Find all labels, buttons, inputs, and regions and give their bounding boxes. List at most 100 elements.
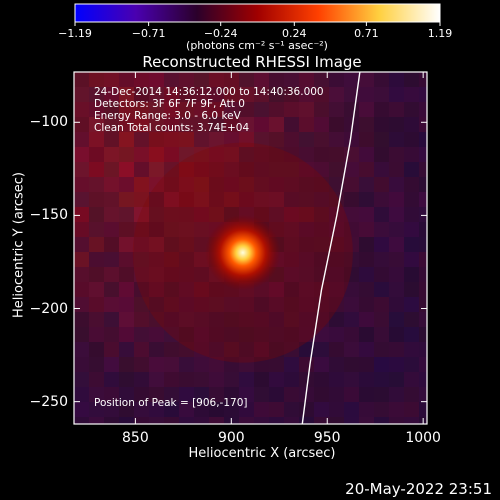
emission-cell <box>119 192 134 207</box>
emission-cell <box>254 87 269 102</box>
observation-time: 24-Dec-2014 14:36:12.000 to 14:40:36.000 <box>94 86 324 98</box>
emission-cell <box>89 327 104 342</box>
emission-cell <box>269 312 284 327</box>
emission-cell <box>419 357 427 372</box>
emission-cell <box>239 312 254 327</box>
emission-cell <box>419 342 427 357</box>
emission-cell <box>359 72 374 87</box>
emission-cell <box>419 132 427 147</box>
emission-cell <box>134 252 149 267</box>
emission-cell <box>374 417 389 424</box>
emission-cell <box>119 342 134 357</box>
emission-cell <box>329 87 344 102</box>
emission-cell <box>419 267 427 282</box>
emission-cell <box>404 87 419 102</box>
emission-cell <box>119 87 134 102</box>
emission-cell <box>104 387 119 402</box>
emission-cell <box>194 162 209 177</box>
emission-cell <box>284 327 299 342</box>
emission-cell <box>74 72 89 87</box>
emission-cell <box>209 402 224 417</box>
emission-cell <box>269 387 284 402</box>
emission-cell <box>119 177 134 192</box>
emission-cell <box>119 162 134 177</box>
emission-cell <box>74 237 89 252</box>
emission-cell <box>149 117 164 132</box>
emission-cell <box>404 387 419 402</box>
emission-cell <box>344 387 359 402</box>
emission-cell <box>284 117 299 132</box>
emission-cell <box>89 252 104 267</box>
emission-cell <box>404 312 419 327</box>
emission-cell <box>389 222 404 237</box>
emission-cell <box>209 72 224 87</box>
emission-cell <box>299 267 314 282</box>
emission-cell <box>284 387 299 402</box>
emission-cell <box>104 252 119 267</box>
emission-cell <box>314 402 329 417</box>
emission-cell <box>74 387 89 402</box>
emission-cell <box>74 87 89 102</box>
emission-cell <box>284 237 299 252</box>
emission-cell <box>359 312 374 327</box>
emission-cell <box>269 297 284 312</box>
emission-cell <box>404 237 419 252</box>
detectors-text: Detectors: 3F 6F 7F 9F, Att 0 <box>94 98 245 110</box>
emission-cell <box>314 102 329 117</box>
emission-cell <box>74 207 89 222</box>
emission-cell <box>374 267 389 282</box>
emission-cell <box>284 147 299 162</box>
emission-cell <box>284 102 299 117</box>
emission-cell <box>374 147 389 162</box>
emission-cell <box>104 207 119 222</box>
emission-cell <box>344 327 359 342</box>
emission-cell <box>284 132 299 147</box>
colorbar-units: (photons cm⁻² s⁻¹ asec⁻²) <box>186 39 328 52</box>
emission-cell <box>149 312 164 327</box>
emission-cell <box>329 252 344 267</box>
emission-cell <box>134 117 149 132</box>
emission-cell <box>119 387 134 402</box>
emission-cell <box>344 117 359 132</box>
emission-cell <box>359 222 374 237</box>
emission-cell <box>314 147 329 162</box>
emission-cell <box>299 132 314 147</box>
emission-cell <box>359 132 374 147</box>
emission-cell <box>389 327 404 342</box>
emission-cell <box>404 72 419 87</box>
emission-cell <box>254 327 269 342</box>
emission-cell <box>194 87 209 102</box>
emission-cell <box>404 147 419 162</box>
emission-cell <box>74 252 89 267</box>
emission-cell <box>164 207 179 222</box>
emission-cell <box>149 177 164 192</box>
emission-cell <box>419 237 427 252</box>
emission-cell <box>374 192 389 207</box>
emission-cell <box>164 372 179 387</box>
emission-cell <box>119 147 134 162</box>
emission-cell <box>389 267 404 282</box>
emission-cell <box>419 117 427 132</box>
emission-cell <box>179 162 194 177</box>
emission-cell <box>329 237 344 252</box>
emission-cell <box>314 252 329 267</box>
emission-cell <box>209 387 224 402</box>
emission-cell <box>359 207 374 222</box>
emission-cell <box>224 177 239 192</box>
emission-cell <box>329 102 344 117</box>
image-area <box>74 72 427 424</box>
emission-cell <box>164 237 179 252</box>
colorbar-tick-label: −1.19 <box>58 27 92 40</box>
emission-cell <box>164 327 179 342</box>
emission-cell <box>344 87 359 102</box>
emission-cell <box>89 117 104 132</box>
emission-cell <box>134 192 149 207</box>
emission-cell <box>389 252 404 267</box>
emission-cell <box>329 162 344 177</box>
emission-cell <box>359 387 374 402</box>
emission-cell <box>164 147 179 162</box>
emission-cell <box>209 102 224 117</box>
emission-cell <box>89 282 104 297</box>
emission-cell <box>254 192 269 207</box>
emission-cell <box>149 237 164 252</box>
